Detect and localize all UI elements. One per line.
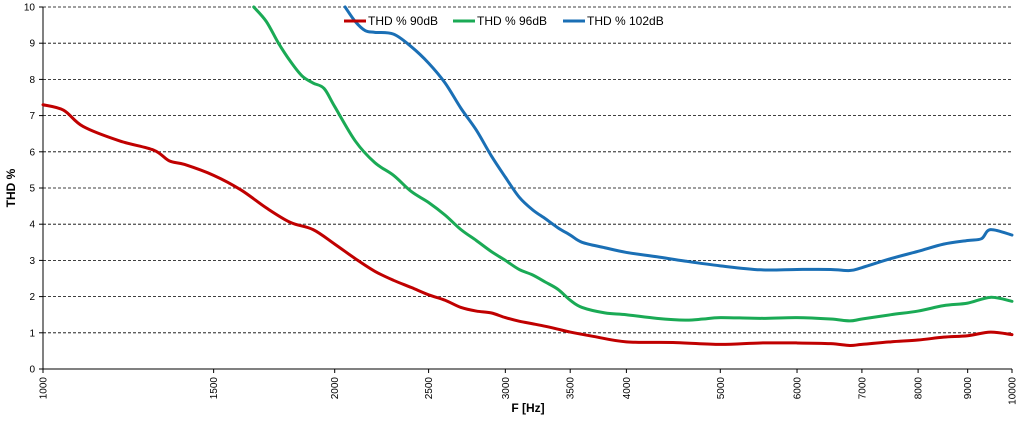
y-tick-label-9: 9 [29, 39, 35, 50]
legend-label-1: THD % 90dB [368, 14, 438, 28]
y-tick-label-2: 2 [29, 292, 35, 303]
x-tick-label-9000: 9000 [963, 377, 974, 400]
y-tick-label-3: 3 [29, 256, 35, 267]
series-line-1 [41, 103, 1014, 347]
series-lines [41, 5, 1014, 347]
y-tick-label-8: 8 [29, 75, 35, 86]
y-tick-label-10: 10 [24, 3, 36, 14]
x-tick-label-1500: 1500 [209, 377, 220, 400]
x-tick-label-2500: 2500 [424, 377, 435, 400]
legend: THD % 90dB THD % 96dB THD % 102dB [344, 14, 664, 28]
x-axis-title: F [Hz] [511, 401, 544, 415]
x-tick-labels: 1000 1500 2000 2500 3000 3500 4000 5000 6000 7000… [39, 377, 1016, 405]
legend-label-2: THD % 96dB [477, 14, 547, 28]
x-tick-label-7000: 7000 [857, 377, 868, 400]
x-tick-label-2000: 2000 [330, 377, 341, 400]
y-tick-label-0: 0 [29, 365, 35, 376]
x-tick-label-1000: 1000 [39, 377, 50, 400]
y-tick-label-6: 6 [29, 147, 35, 158]
legend-label-3: THD % 102dB [587, 14, 664, 28]
x-tick-label-3500: 3500 [566, 377, 577, 400]
series-line-3 [343, 5, 1014, 273]
x-tick-label-4000: 4000 [622, 377, 633, 400]
x-tick-label-8000: 8000 [914, 377, 925, 400]
y-tick-label-7: 7 [29, 111, 35, 122]
y-tick-label-4: 4 [29, 220, 35, 231]
series-line-2 [252, 5, 1014, 323]
x-tick-label-6000: 6000 [793, 377, 804, 400]
y-tick-label-5: 5 [29, 184, 35, 195]
axes [39, 6, 1013, 373]
y-tick-labels: 0 1 2 3 4 5 6 7 8 9 10 [24, 3, 36, 376]
grid [43, 6, 1012, 334]
x-tick-label-3000: 3000 [501, 377, 512, 400]
y-axis-title: THD % [4, 168, 18, 207]
x-tick-label-5000: 5000 [716, 377, 727, 400]
x-tick-label-10000: 10000 [1008, 377, 1016, 405]
y-tick-label-1: 1 [29, 328, 35, 339]
